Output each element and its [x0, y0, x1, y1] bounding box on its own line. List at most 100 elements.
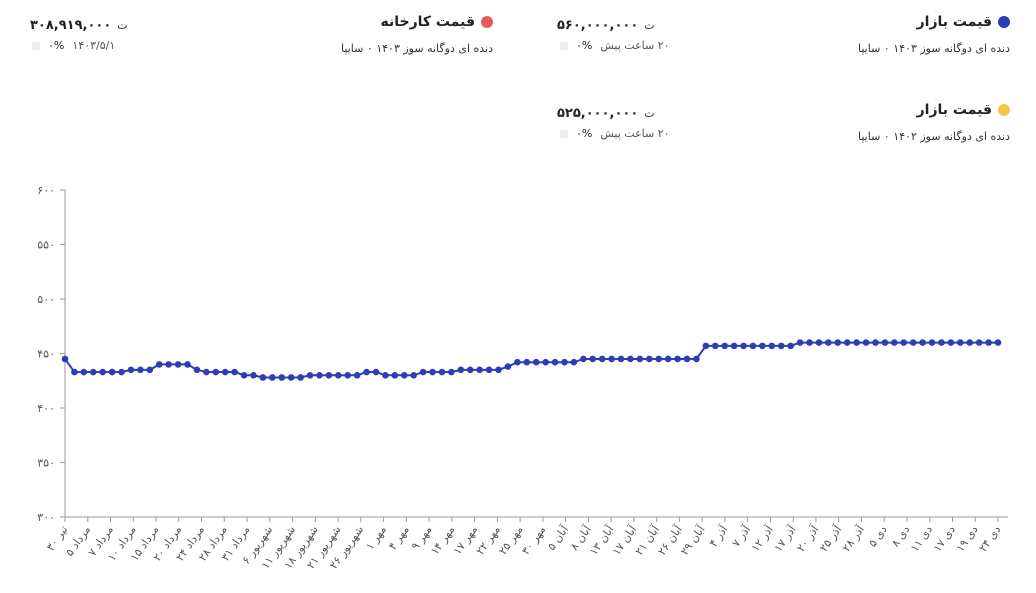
- data-point[interactable]: [495, 366, 502, 374]
- data-point[interactable]: [749, 342, 757, 350]
- data-point[interactable]: [994, 339, 1002, 346]
- data-point[interactable]: [532, 358, 540, 366]
- data-point[interactable]: [61, 355, 69, 363]
- data-point[interactable]: [448, 368, 455, 376]
- data-point[interactable]: [693, 355, 700, 363]
- data-point[interactable]: [269, 374, 276, 381]
- data-point[interactable]: [250, 372, 257, 379]
- data-point[interactable]: [655, 355, 663, 363]
- data-point[interactable]: [862, 339, 870, 346]
- data-point[interactable]: [306, 372, 314, 379]
- data-point[interactable]: [391, 372, 399, 379]
- data-point[interactable]: [287, 374, 295, 381]
- data-point[interactable]: [438, 368, 446, 376]
- data-point[interactable]: [957, 339, 964, 346]
- data-point[interactable]: [966, 339, 974, 346]
- data-point[interactable]: [787, 342, 794, 350]
- data-point[interactable]: [919, 339, 926, 346]
- data-point[interactable]: [759, 342, 766, 350]
- data-point[interactable]: [429, 368, 436, 376]
- data-point[interactable]: [146, 366, 154, 374]
- data-point[interactable]: [165, 361, 172, 368]
- data-point[interactable]: [523, 358, 531, 366]
- data-point[interactable]: [221, 368, 229, 376]
- data-point[interactable]: [806, 339, 813, 346]
- data-point[interactable]: [900, 339, 908, 346]
- data-point[interactable]: [909, 339, 917, 346]
- data-point[interactable]: [155, 361, 163, 368]
- data-point[interactable]: [664, 355, 672, 363]
- data-point[interactable]: [768, 342, 776, 350]
- data-point[interactable]: [683, 355, 691, 363]
- data-point[interactable]: [457, 366, 465, 374]
- data-point[interactable]: [325, 372, 333, 379]
- data-point[interactable]: [947, 339, 955, 346]
- data-point[interactable]: [589, 355, 597, 363]
- data-point[interactable]: [928, 339, 936, 346]
- data-point[interactable]: [938, 339, 945, 346]
- data-point[interactable]: [843, 339, 851, 346]
- data-point[interactable]: [853, 339, 860, 346]
- data-point[interactable]: [617, 355, 625, 363]
- data-point[interactable]: [335, 372, 342, 379]
- data-point[interactable]: [193, 366, 201, 374]
- data-point[interactable]: [71, 368, 78, 376]
- data-point[interactable]: [485, 366, 493, 374]
- data-point[interactable]: [777, 342, 785, 350]
- data-point[interactable]: [363, 368, 370, 376]
- data-point[interactable]: [542, 358, 549, 366]
- data-point[interactable]: [514, 358, 521, 366]
- data-point[interactable]: [825, 339, 832, 346]
- data-point[interactable]: [608, 355, 615, 363]
- data-point[interactable]: [419, 368, 427, 376]
- data-point[interactable]: [580, 355, 587, 363]
- data-point[interactable]: [316, 372, 323, 379]
- data-point[interactable]: [815, 339, 823, 346]
- data-point[interactable]: [184, 361, 191, 368]
- data-point[interactable]: [872, 339, 879, 346]
- data-point[interactable]: [891, 339, 898, 346]
- data-point[interactable]: [711, 342, 719, 350]
- data-point[interactable]: [834, 339, 842, 346]
- data-point[interactable]: [231, 368, 238, 376]
- data-point[interactable]: [203, 368, 210, 376]
- data-point[interactable]: [353, 372, 361, 379]
- data-point[interactable]: [89, 368, 97, 376]
- data-point[interactable]: [80, 368, 88, 376]
- data-point[interactable]: [975, 339, 983, 346]
- data-point[interactable]: [466, 366, 474, 374]
- data-point[interactable]: [372, 368, 380, 376]
- data-point[interactable]: [598, 355, 606, 363]
- data-point[interactable]: [740, 342, 747, 350]
- data-point[interactable]: [382, 372, 389, 379]
- data-point[interactable]: [410, 372, 417, 379]
- data-point[interactable]: [570, 358, 578, 366]
- data-point[interactable]: [344, 372, 352, 379]
- data-point[interactable]: [297, 374, 304, 381]
- data-point[interactable]: [627, 355, 634, 363]
- data-point[interactable]: [504, 363, 512, 370]
- data-point[interactable]: [99, 368, 106, 376]
- data-point[interactable]: [174, 361, 182, 368]
- data-point[interactable]: [278, 374, 286, 381]
- data-point[interactable]: [985, 339, 992, 346]
- data-point[interactable]: [127, 366, 135, 374]
- data-point[interactable]: [476, 366, 483, 374]
- data-point[interactable]: [118, 368, 125, 376]
- data-point[interactable]: [551, 358, 559, 366]
- data-point[interactable]: [796, 339, 804, 346]
- data-point[interactable]: [721, 342, 728, 350]
- data-point[interactable]: [702, 342, 710, 350]
- data-point[interactable]: [108, 368, 116, 376]
- data-point[interactable]: [240, 372, 248, 379]
- data-point[interactable]: [259, 374, 267, 381]
- data-point[interactable]: [730, 342, 738, 350]
- data-point[interactable]: [674, 355, 681, 363]
- data-point[interactable]: [137, 366, 144, 374]
- data-point[interactable]: [646, 355, 653, 363]
- data-point[interactable]: [561, 358, 568, 366]
- data-point[interactable]: [400, 372, 408, 379]
- data-point[interactable]: [212, 368, 220, 376]
- data-point[interactable]: [881, 339, 889, 346]
- data-point[interactable]: [636, 355, 644, 363]
